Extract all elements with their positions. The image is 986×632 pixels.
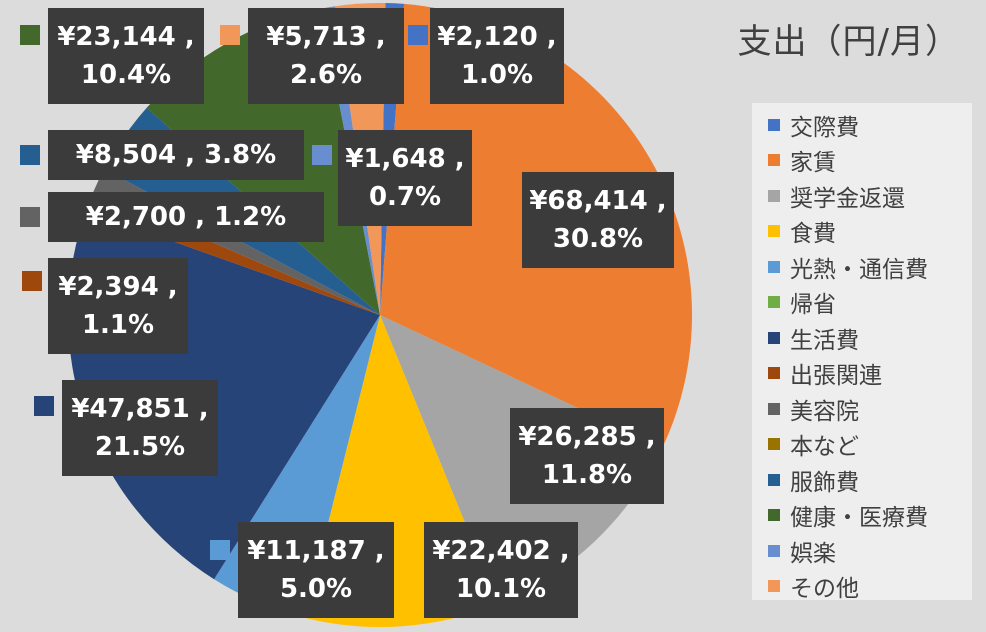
data-label: ¥11,187 , 5.0% bbox=[238, 522, 394, 618]
data-label-percent: 5.0% bbox=[279, 574, 353, 604]
data-label-legend-key bbox=[22, 271, 42, 291]
data-label-percent: 10.1% bbox=[455, 574, 547, 604]
chart-title: 支出（円/月） bbox=[737, 22, 960, 62]
data-label-legend-key bbox=[20, 25, 40, 45]
legend-label: 帰省 bbox=[790, 292, 836, 319]
data-label: ¥5,713 , 2.6% bbox=[248, 8, 404, 104]
legend-label: 美容院 bbox=[790, 398, 859, 425]
legend-swatch bbox=[768, 331, 780, 344]
data-label-legend-key bbox=[20, 207, 40, 227]
legend-label: 娯楽 bbox=[790, 540, 836, 567]
data-label: ¥2,700 , 1.2% bbox=[48, 192, 324, 242]
legend-label: 家賃 bbox=[790, 150, 836, 177]
data-label-text: ¥23,144 , bbox=[57, 22, 195, 52]
data-label-text: ¥22,402 , bbox=[432, 536, 570, 566]
legend-label: 光熱・通信費 bbox=[790, 256, 928, 283]
legend-item: 本など bbox=[752, 427, 972, 463]
legend-label: 奨学金返還 bbox=[790, 185, 905, 212]
legend-swatch bbox=[768, 154, 780, 167]
data-label-text: ¥1,648 , bbox=[345, 144, 465, 174]
data-label-text: ¥26,285 , bbox=[518, 422, 656, 452]
legend-swatch bbox=[768, 367, 780, 380]
legend-item: 娯楽 bbox=[752, 533, 972, 569]
data-label-legend-key bbox=[220, 25, 240, 45]
legend-swatch bbox=[768, 473, 780, 486]
legend-swatch bbox=[768, 402, 780, 415]
data-label-percent: 21.5% bbox=[94, 432, 186, 462]
legend-label: 服飾費 bbox=[790, 469, 859, 496]
data-label-percent: 30.8% bbox=[552, 224, 644, 254]
legend-item: 家賃 bbox=[752, 143, 972, 179]
legend-label: 健康・医療費 bbox=[790, 505, 928, 532]
legend-item: 光熱・通信費 bbox=[752, 249, 972, 285]
data-label-legend-key bbox=[210, 540, 230, 560]
data-label: ¥26,285 , 11.8% bbox=[510, 408, 664, 504]
legend-swatch bbox=[768, 544, 780, 557]
legend-label: 本など bbox=[790, 434, 859, 461]
data-label: ¥47,851 , 21.5% bbox=[62, 380, 218, 476]
legend-swatch bbox=[768, 225, 780, 238]
data-label-text: ¥47,851 , bbox=[71, 394, 209, 424]
data-label-text: ¥2,700 , 1.2% bbox=[85, 202, 287, 232]
legend-swatch bbox=[768, 189, 780, 202]
legend: 交際費家賃奨学金返還食費光熱・通信費 帰省生活費出張関連美容院本など服飾費健康・医… bbox=[752, 103, 972, 602]
data-label: ¥23,144 , 10.4% bbox=[48, 8, 204, 104]
data-label-percent: 11.8% bbox=[541, 460, 633, 490]
data-label-legend-key bbox=[20, 145, 40, 165]
data-label: ¥68,414 , 30.8% bbox=[522, 172, 674, 268]
data-label-legend-key bbox=[408, 25, 428, 45]
legend-item: 奨学金返還 bbox=[752, 178, 972, 214]
data-label: ¥22,402 , 10.1% bbox=[424, 522, 578, 618]
legend-label: 出張関連 bbox=[790, 363, 882, 390]
data-label-text: ¥11,187 , bbox=[247, 536, 385, 566]
legend-item: 服飾費 bbox=[752, 462, 972, 498]
data-label-percent: 1.1% bbox=[81, 310, 155, 340]
data-label-legend-key bbox=[312, 145, 332, 165]
data-label: ¥2,120 , 1.0% bbox=[430, 8, 564, 104]
legend-label: その他 bbox=[790, 576, 859, 603]
legend-swatch bbox=[768, 296, 780, 309]
data-label-text: ¥2,120 , bbox=[437, 22, 557, 52]
legend-label: 生活費 bbox=[790, 327, 859, 354]
data-label-text: ¥2,394 , bbox=[58, 272, 178, 302]
data-label: ¥2,394 , 1.1% bbox=[48, 258, 188, 354]
data-label-percent: 0.7% bbox=[368, 182, 442, 212]
data-label-text: ¥68,414 , bbox=[529, 186, 667, 216]
legend-swatch bbox=[768, 260, 780, 273]
legend-item: 交際費 bbox=[752, 107, 972, 143]
legend-item: 健康・医療費 bbox=[752, 498, 972, 534]
data-label-legend-key bbox=[34, 396, 54, 416]
data-label: ¥1,648 , 0.7% bbox=[338, 130, 472, 226]
data-label-text: ¥5,713 , bbox=[266, 22, 386, 52]
data-label-percent: 1.0% bbox=[460, 60, 534, 90]
legend-swatch bbox=[768, 118, 780, 131]
legend-swatch bbox=[768, 509, 780, 522]
legend-item: 生活費 bbox=[752, 320, 972, 356]
legend-label: 食費 bbox=[790, 221, 836, 248]
legend-item: 美容院 bbox=[752, 391, 972, 427]
data-label-percent: 10.4% bbox=[80, 60, 172, 90]
legend-swatch bbox=[768, 438, 780, 451]
legend-swatch bbox=[768, 580, 780, 593]
legend-item: 食費 bbox=[752, 214, 972, 250]
legend-item: 帰省 bbox=[752, 285, 972, 321]
legend-item: 出張関連 bbox=[752, 356, 972, 392]
legend-label: 交際費 bbox=[790, 114, 859, 141]
legend-item: その他 bbox=[752, 569, 972, 605]
data-label: ¥8,504 , 3.8% bbox=[48, 130, 304, 180]
data-label-percent: 2.6% bbox=[289, 60, 363, 90]
data-label-text: ¥8,504 , 3.8% bbox=[75, 140, 277, 170]
